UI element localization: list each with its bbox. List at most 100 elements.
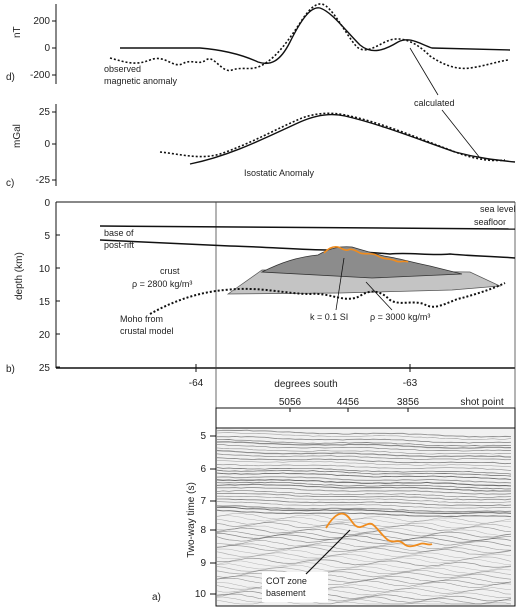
panel-d-tick-label: 200	[33, 16, 50, 27]
panel-c-tick-label: 0	[44, 139, 50, 150]
crust-label-line2: ρ = 2800 kg/m³	[132, 279, 192, 289]
seismic-reflector	[216, 515, 512, 526]
depth-tick-label: 5	[44, 231, 50, 242]
seismic-reflector	[216, 469, 512, 477]
shot-point-axis-label: shot point	[460, 397, 504, 408]
depth-tick-marks	[56, 201, 60, 368]
seismic-image	[215, 427, 516, 607]
cot-annotation-leader	[305, 529, 351, 575]
depth-tick-label: 0	[44, 198, 50, 209]
twt-tick-label: 7	[200, 496, 206, 507]
lat-axis-label: degrees south	[274, 379, 337, 390]
panel-d-tick-label: 0	[44, 43, 50, 54]
panel-a-seismic: a) Two-way time (s) 5056 4456 3856 shot …	[152, 368, 516, 607]
observed-label-line1: observed	[104, 64, 141, 74]
seismic-reflector	[216, 467, 512, 475]
panel-a-letter: a)	[152, 592, 161, 603]
susceptibility-leader-line	[335, 257, 345, 311]
seismic-reflector	[216, 483, 511, 492]
panel-c-unit-label: mGal	[12, 124, 23, 148]
seismic-reflector	[216, 459, 512, 468]
panel-d-letter: d)	[6, 72, 15, 83]
seismic-reflector	[216, 479, 512, 487]
seismic-reflector	[216, 453, 512, 461]
panel-d-tick-label: -200	[30, 70, 50, 81]
twt-tick-label: 10	[195, 589, 207, 600]
density-leader-line	[365, 281, 393, 311]
seismic-reflector	[216, 436, 512, 444]
seismic-reflector	[217, 444, 511, 452]
seismic-reflector	[216, 509, 512, 518]
seismic-reflector	[216, 557, 512, 568]
seismic-reflector	[216, 513, 512, 524]
seismic-reflector	[216, 447, 511, 455]
seismic-reflector	[216, 536, 512, 547]
panel-c-letter: c)	[6, 178, 14, 189]
seismic-reflector	[216, 569, 512, 580]
observed-gravity-curve	[159, 112, 506, 162]
annotation-background	[262, 572, 328, 602]
seismic-reflector	[216, 530, 512, 541]
twt-tick-label: 9	[200, 558, 206, 569]
seismic-reflector	[217, 486, 512, 495]
seismic-reflector	[216, 563, 512, 574]
seismic-reflector	[216, 501, 512, 509]
lat-tick-label: -64	[189, 378, 204, 389]
base-post-rift-label-line1: base of	[104, 228, 134, 238]
basement-highlight-line	[323, 246, 409, 263]
panel-d-magnetic: d) nT 200 0 -200 observed magnetic anoma…	[6, 3, 511, 159]
cot-basement-horizon	[325, 512, 433, 548]
base-post-rift-label-line2: post-rift	[104, 240, 135, 250]
seismic-reflector	[217, 498, 512, 507]
observed-magnetic-curve	[109, 3, 509, 72]
calculated-leader-line	[409, 47, 439, 96]
depth-tick-label: 20	[39, 330, 51, 341]
twt-tick-label: 5	[200, 431, 206, 442]
seismic-reflector	[216, 506, 512, 515]
seismic-reflector	[216, 522, 512, 532]
twt-axis-label: Two-way time (s)	[186, 482, 197, 558]
depth-tick-label: 25	[39, 363, 51, 374]
lat-tick-label: -63	[403, 378, 418, 389]
panel-c-isostatic: c) mGal 25 0 -25 Isostatic Anomaly	[6, 104, 516, 189]
seismic-reflector	[216, 548, 512, 559]
seismic-reflector	[216, 545, 512, 555]
depth-tick-label: 10	[39, 264, 51, 275]
seismic-reflector	[216, 432, 512, 440]
panel-d-unit-label: nT	[12, 26, 23, 38]
seismic-reflector	[216, 527, 512, 538]
seismic-reflector	[216, 540, 512, 551]
twt-tick-marks	[210, 435, 216, 595]
seismic-reflector	[216, 464, 512, 471]
panel-c-tick-label: -25	[36, 175, 51, 186]
cot-annotation-line2: basement	[266, 588, 306, 598]
calculated-leader-line	[441, 109, 481, 159]
moho-label-line1: Moho from	[120, 314, 163, 324]
twt-tick-label: 8	[200, 525, 206, 536]
moho-label-line2: crustal model	[120, 326, 174, 336]
seismic-reflector	[216, 551, 512, 562]
moho-line	[149, 282, 506, 315]
seismic-reflector	[216, 481, 512, 490]
cot-annotation-line1: COT zone	[266, 576, 307, 586]
depth-tick-label: 15	[39, 297, 51, 308]
panel-b-crustal-model: b) depth (km) 0 5 10 15 20 25	[6, 198, 516, 390]
magnetic-body	[260, 246, 463, 279]
seismic-reflector	[216, 441, 512, 449]
seafloor-line	[99, 225, 516, 230]
seismic-reflector	[216, 505, 512, 513]
susceptibility-label: k = 0.1 SI	[310, 312, 348, 322]
seismic-reflector	[217, 439, 512, 447]
seismic-frame	[215, 427, 516, 607]
seismic-reflector	[216, 532, 512, 543]
shot-point-label: 4456	[337, 397, 360, 408]
seismic-reflector	[216, 457, 512, 465]
base-post-rift-line	[99, 239, 516, 259]
seismic-reflector	[216, 543, 512, 554]
twt-tick-label: 6	[200, 464, 206, 475]
panel-b-letter: b)	[6, 364, 15, 375]
shot-point-label: 3856	[397, 397, 420, 408]
seismic-reflector	[216, 490, 512, 498]
panel-c-tick-label: 25	[39, 107, 51, 118]
